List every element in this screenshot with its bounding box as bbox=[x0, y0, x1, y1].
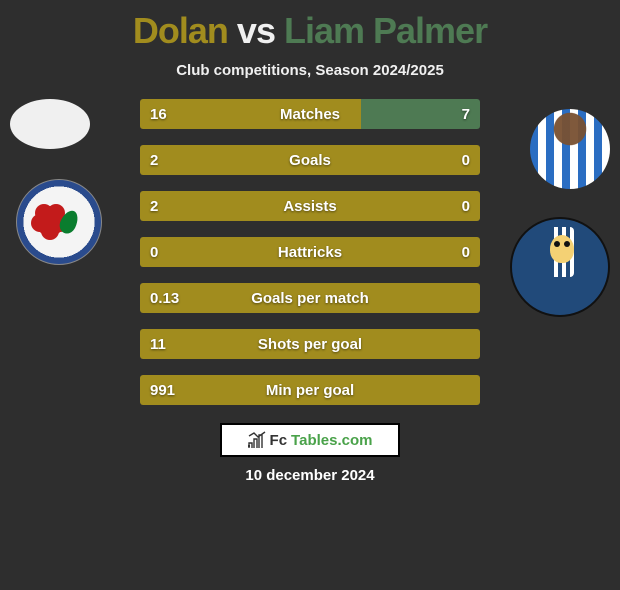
stat-left-value: 11 bbox=[150, 329, 166, 359]
stat-label: Assists bbox=[140, 191, 480, 221]
stat-row: Shots per goal11 bbox=[140, 329, 480, 359]
stat-right-value: 0 bbox=[462, 191, 470, 221]
stat-left-value: 991 bbox=[150, 375, 175, 405]
stat-label: Goals per match bbox=[140, 283, 480, 313]
date-text: 10 december 2024 bbox=[0, 467, 620, 484]
stat-label: Min per goal bbox=[140, 375, 480, 405]
player-right-name: Liam Palmer bbox=[284, 10, 487, 51]
stat-left-value: 2 bbox=[150, 191, 158, 221]
stat-label: Hattricks bbox=[140, 237, 480, 267]
player-left-name: Dolan bbox=[133, 10, 228, 51]
stat-left-value: 16 bbox=[150, 99, 167, 129]
logo-text-tables: Tables.com bbox=[291, 432, 372, 449]
stat-left-value: 2 bbox=[150, 145, 158, 175]
logo-text-fc: Fc bbox=[270, 432, 288, 449]
chart-icon bbox=[248, 431, 266, 449]
stat-right-value: 0 bbox=[462, 145, 470, 175]
stat-row: Hattricks0 0 bbox=[140, 237, 480, 267]
stat-right-value: 7 bbox=[462, 99, 470, 129]
stat-left-value: 0 bbox=[150, 237, 158, 267]
club-right-crest bbox=[510, 217, 610, 317]
vs-text: vs bbox=[237, 10, 275, 51]
stat-row: Assists2 0 bbox=[140, 191, 480, 221]
stat-row: Goals2 0 bbox=[140, 145, 480, 175]
stat-label: Shots per goal bbox=[140, 329, 480, 359]
club-left-crest bbox=[16, 179, 102, 265]
stat-label: Matches bbox=[140, 99, 480, 129]
fctables-logo: FcTables.com bbox=[220, 423, 400, 457]
owl-icon bbox=[550, 235, 574, 263]
page-title: Dolan vs Liam Palmer bbox=[0, 10, 620, 52]
stat-row: Matches16 7 bbox=[140, 99, 480, 129]
comparison-content: Matches167Goals20Assists20Hattricks00Goa… bbox=[0, 99, 620, 405]
player-right-avatar bbox=[530, 109, 610, 189]
subtitle: Club competitions, Season 2024/2025 bbox=[0, 62, 620, 79]
stat-left-value: 0.13 bbox=[150, 283, 179, 313]
stat-row: Min per goal991 bbox=[140, 375, 480, 405]
stat-row: Goals per match0.13 bbox=[140, 283, 480, 313]
comparison-bars: Matches167Goals20Assists20Hattricks00Goa… bbox=[140, 99, 480, 405]
player-left-avatar bbox=[10, 99, 90, 149]
stat-label: Goals bbox=[140, 145, 480, 175]
stat-right-value: 0 bbox=[462, 237, 470, 267]
